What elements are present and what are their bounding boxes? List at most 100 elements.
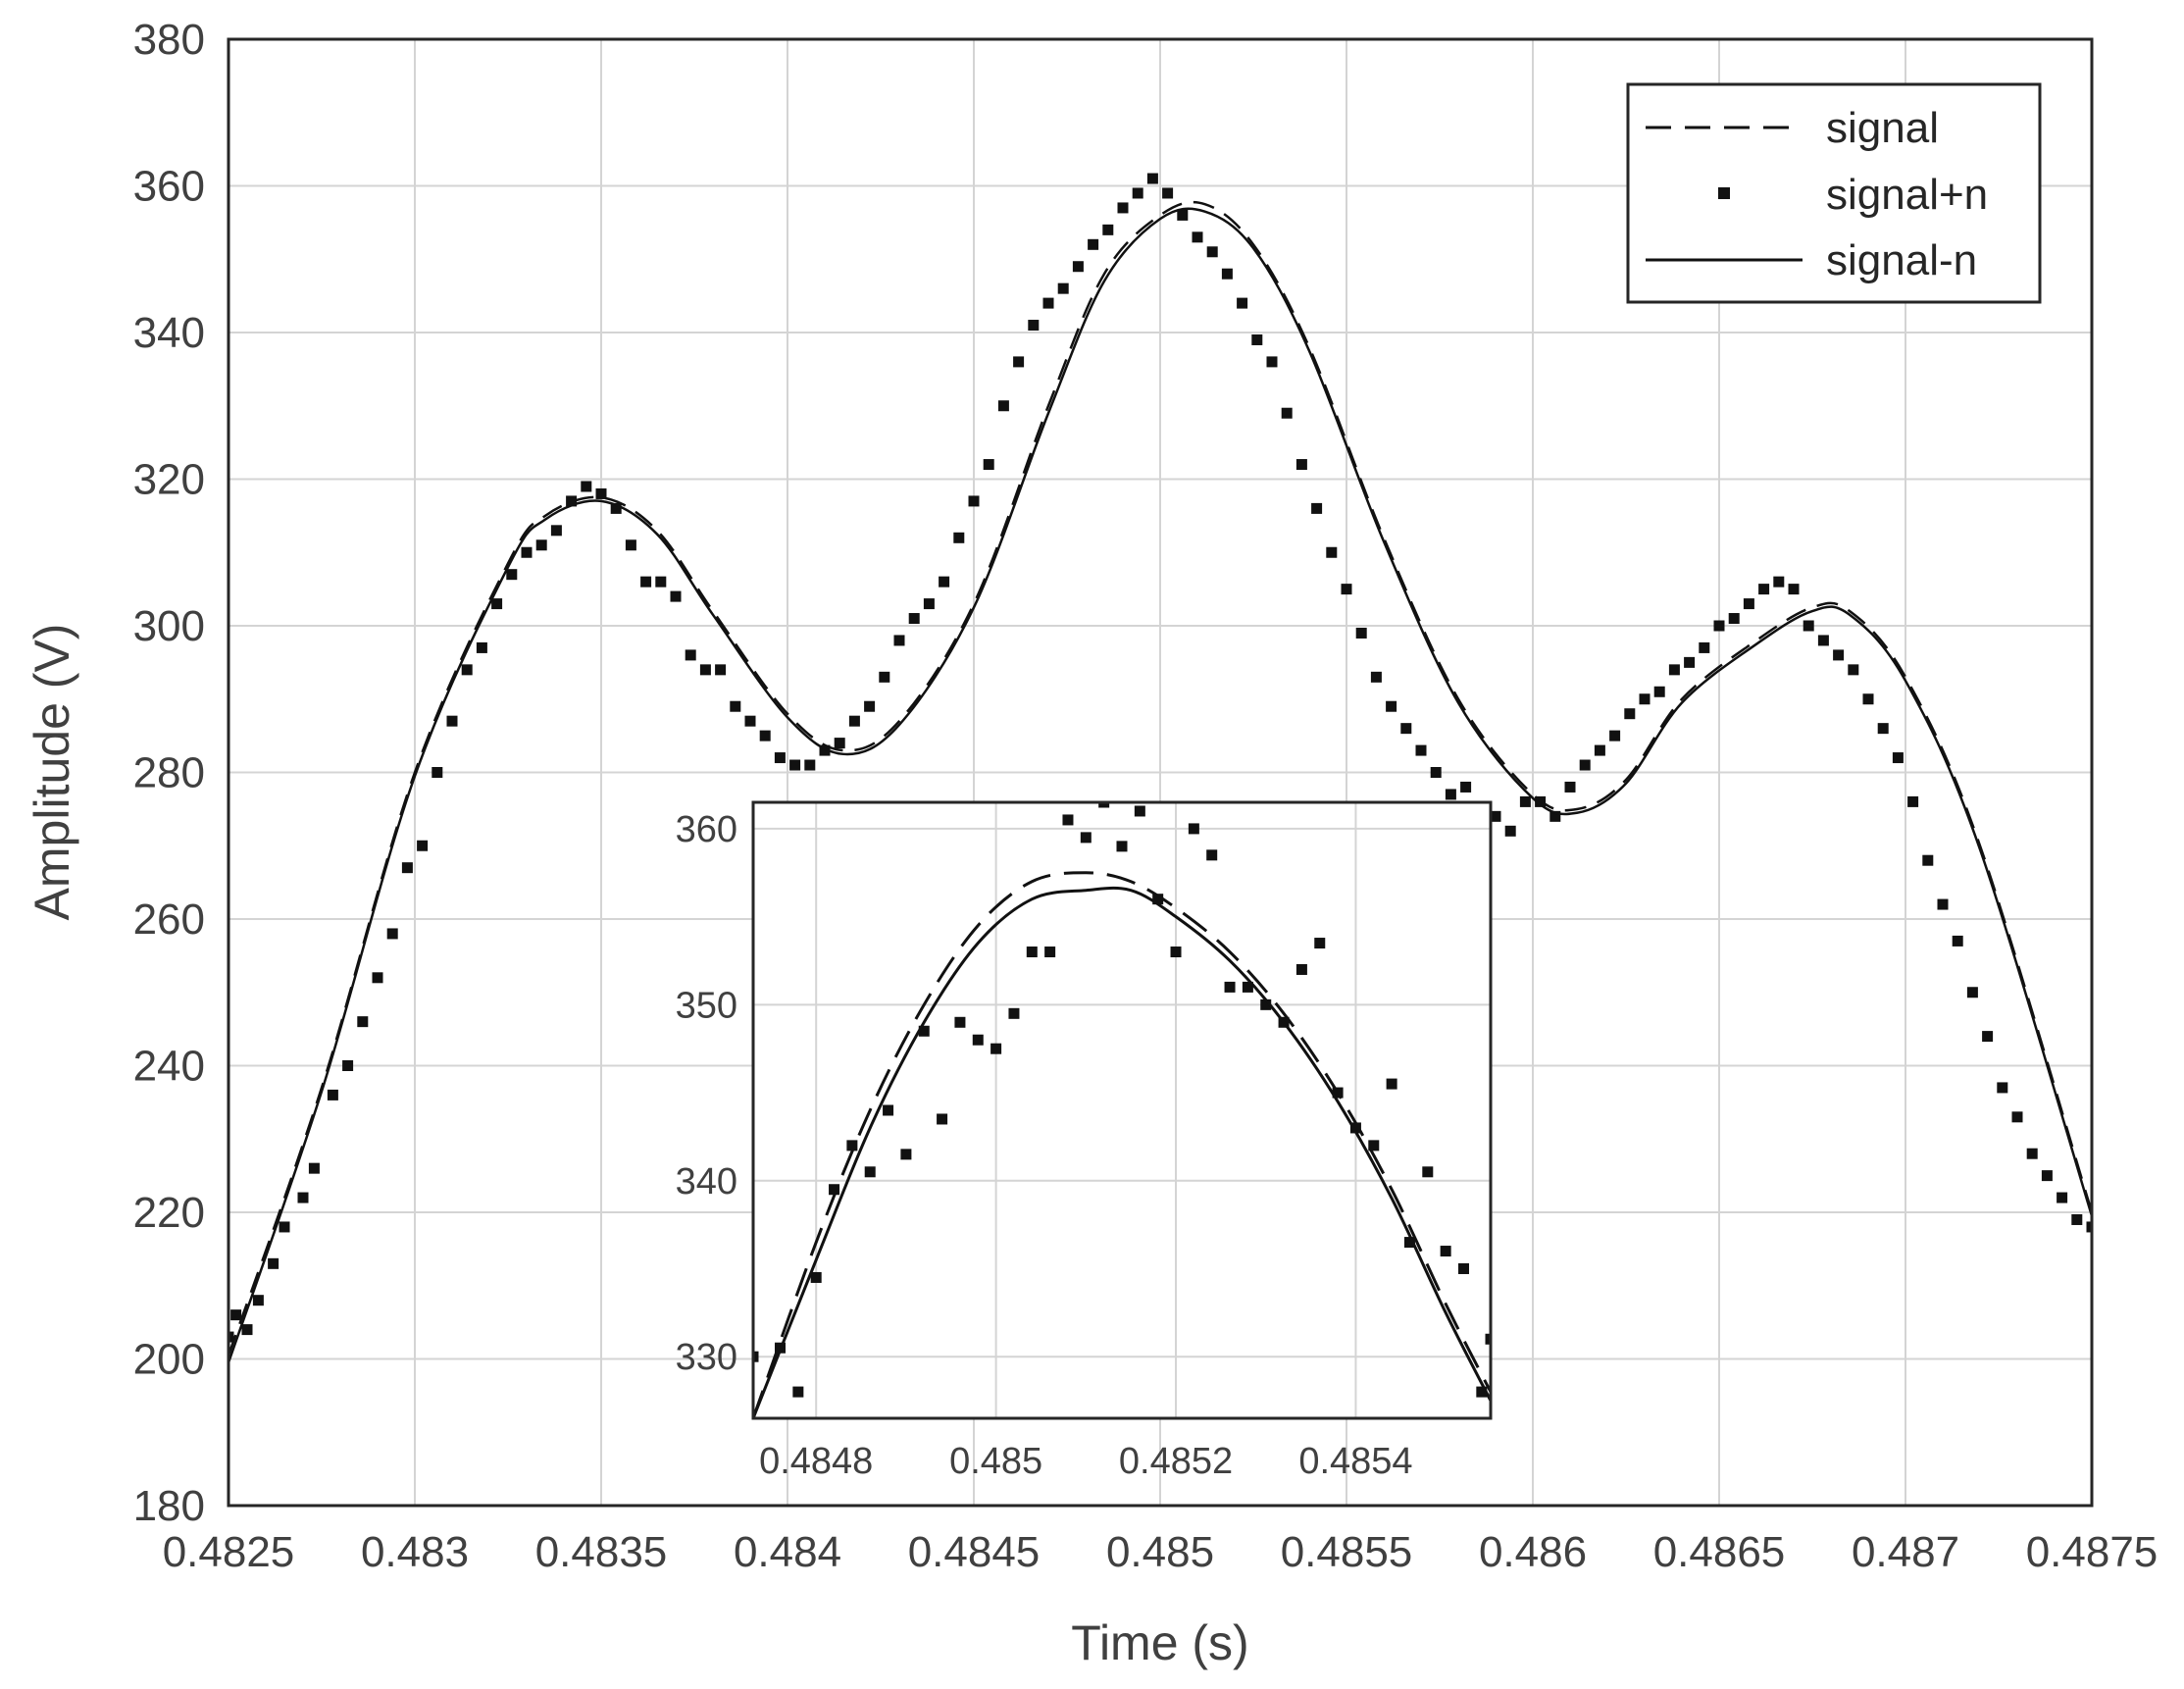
main-signal-plus-n-point	[774, 752, 786, 764]
main-signal-plus-n-point	[241, 1324, 253, 1336]
main-signal-plus-n-point	[1743, 598, 1754, 610]
main-y-tick-label: 220	[133, 1189, 205, 1237]
main-signal-plus-n-point	[968, 495, 980, 507]
main-signal-plus-n-point	[476, 641, 487, 653]
main-signal-plus-n-point	[1892, 752, 1904, 764]
inset-x-tick-label: 0.4852	[1119, 1441, 1233, 1482]
inset-x-tick-labels: 0.4848 0.485 0.4852 0.4854	[759, 1441, 1412, 1482]
main-y-tick-label: 280	[133, 749, 205, 797]
main-series-group	[229, 173, 2092, 1363]
legend-signal-plus-n-swatch	[1718, 187, 1730, 199]
main-signal-plus-n-point	[229, 1331, 234, 1343]
main-signal-plus-n-point	[1341, 584, 1352, 595]
main-signal-plus-n-point	[1370, 671, 1382, 683]
inset-signal-plus-n-point	[1026, 947, 1038, 958]
main-signal-plus-n-point	[2011, 1111, 2023, 1123]
main-signal-plus-n-point	[1460, 781, 1472, 793]
main-signal-plus-n-point	[386, 928, 398, 940]
main-signal-plus-n-point	[834, 738, 845, 749]
main-signal-plus-n-point	[297, 1192, 309, 1203]
main-signal-plus-n-point	[939, 576, 950, 588]
main-signal-plus-n-point	[1773, 576, 1785, 588]
main-signal-plus-n-point	[1564, 781, 1576, 793]
main-signal-plus-n-point	[744, 715, 756, 727]
main-signal-plus-n-point	[1117, 202, 1129, 214]
main-signal-plus-n-point	[1519, 795, 1531, 807]
inset-signal-plus-n-point	[1422, 1166, 1434, 1178]
main-signal-plus-n-point	[685, 649, 696, 661]
main-signal-plus-n-point	[983, 459, 994, 471]
main-signal-plus-n-point	[1922, 854, 1934, 866]
inset-grid	[753, 802, 1491, 1418]
main-signal-plus-n-point	[1192, 231, 1203, 243]
inset-plot-frame	[751, 800, 1493, 1420]
inset-series	[753, 802, 1491, 1418]
inset-signal-plus-n-point	[990, 1043, 1002, 1054]
legend: signal signal+n signal-n	[1626, 82, 2042, 304]
main-y-tick-labels: 180 200 220 240 260 280 300 320 340 360 380	[133, 16, 205, 1530]
main-signal-plus-n-point	[1937, 898, 1949, 910]
inset-plot: 0.4848 0.485 0.4852 0.4854 330 340 350 360	[676, 800, 1493, 1482]
main-y-tick-label: 380	[133, 16, 205, 64]
inset-signal-plus-n-point	[1260, 998, 1272, 1010]
inset-signal-plus-n-point	[1152, 894, 1164, 905]
inset-signal-plus-n-point	[829, 1184, 840, 1196]
main-signal-plus-n-point	[953, 532, 965, 543]
inset-signal-plus-n-point	[1188, 823, 1199, 835]
main-x-tick-labels: 0.4825 0.483 0.4835 0.484 0.4845 0.485 0.4855 0…	[163, 1528, 2159, 1576]
main-signal-plus-n-point	[864, 700, 876, 712]
main-signal-plus-n-point	[327, 1089, 338, 1100]
main-signal-plus-n-point	[1699, 641, 1710, 653]
inset-signal-plus-n-point	[810, 1271, 822, 1283]
inset-y-tick-label: 330	[676, 1337, 737, 1378]
main-signal-plus-n-point	[1177, 209, 1189, 221]
main-signal-plus-n-point	[401, 862, 413, 874]
main-signal-plus-n-point	[923, 598, 935, 610]
main-signal-plus-n-point	[268, 1257, 279, 1269]
main-signal-plus-n-point	[1862, 693, 1874, 705]
inset-signal-plus-n-point	[1485, 1333, 1491, 1345]
main-signal-plus-n-point	[521, 546, 533, 558]
inset-signal-plus-n-point	[972, 1034, 984, 1046]
main-signal-plus-n-point	[595, 487, 607, 499]
main-signal-plus-n-point	[819, 744, 831, 756]
inset-x-tick-label: 0.4854	[1298, 1441, 1412, 1482]
main-signal-plus-n-point	[1132, 187, 1143, 199]
main-signal-plus-n-point	[417, 840, 429, 851]
main-signal-plus-n-point	[759, 730, 771, 742]
main-x-tick-label: 0.486	[1479, 1528, 1587, 1576]
main-signal-plus-n-point	[2026, 1148, 2038, 1159]
main-x-tick-label: 0.4845	[908, 1528, 1041, 1576]
inset-signal-plus-n-point	[846, 1140, 858, 1152]
inset-signal-plus-n-point	[1080, 832, 1092, 844]
main-y-tick-label: 320	[133, 456, 205, 504]
main-signal-plus-n-point	[699, 664, 711, 676]
main-signal-plus-n-point	[1088, 238, 1099, 250]
inset-signal-plus-n-point	[1224, 981, 1236, 993]
main-signal-plus-n-point	[1684, 656, 1696, 668]
main-signal-plus-n-point	[1490, 810, 1501, 822]
main-signal-plus-n-point	[1907, 795, 1919, 807]
main-signal-plus-n-point	[1251, 333, 1263, 345]
inset-signal-plus-n-point	[954, 1016, 966, 1028]
main-signal-plus-n-point	[1146, 173, 1158, 184]
inset-signal-plus-n-point	[753, 1351, 759, 1362]
main-signal-plus-n-point	[1355, 627, 1367, 639]
main-signal-plus-n-point	[1535, 795, 1547, 807]
main-signal-plus-n-point	[804, 759, 816, 771]
main-signal-plus-n-point	[655, 576, 667, 588]
main-signal-plus-n-point	[279, 1221, 290, 1233]
main-signal-plus-n-point	[1997, 1082, 2008, 1094]
inset-signal-plus-n-point	[1206, 849, 1218, 861]
main-y-tick-label: 360	[133, 163, 205, 211]
main-signal-plus-n-point	[581, 481, 592, 492]
main-signal-plus-n-point	[1833, 649, 1845, 661]
main-signal-plus-n-point	[1982, 1031, 1994, 1043]
inset-plot-area	[753, 802, 1491, 1418]
main-signal-plus-n-point	[357, 1016, 369, 1028]
inset-signal-plus-n-point	[1098, 802, 1110, 808]
inset-signal-plus-n-point	[1349, 1122, 1361, 1134]
y-axis-label: Amplitude (V)	[25, 624, 79, 921]
main-signal-plus-n-point	[1653, 686, 1665, 697]
main-signal-plus-n-point	[1848, 664, 1859, 676]
